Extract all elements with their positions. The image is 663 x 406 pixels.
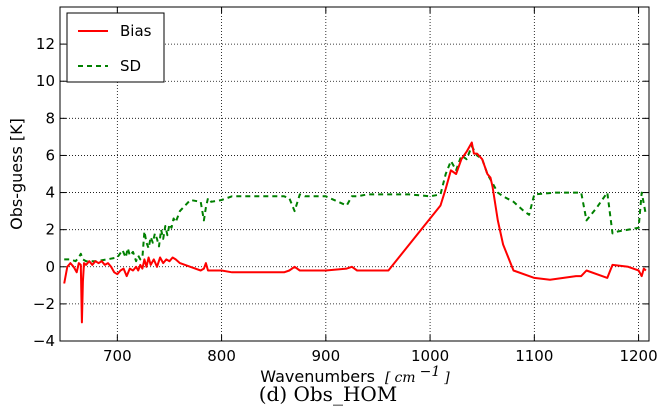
y-tick-label: −2	[33, 295, 55, 313]
x-tick-label: 700	[103, 347, 132, 365]
y-tick-label: 8	[45, 109, 55, 127]
y-tick-label: −4	[33, 332, 55, 350]
series-line-sd	[64, 145, 647, 263]
series-lines	[63, 141, 647, 324]
series-line-bias	[63, 141, 647, 324]
y-tick-label: 0	[45, 258, 55, 276]
legend-label-sd: SD	[120, 57, 141, 75]
y-tick-label: 10	[36, 72, 55, 90]
x-tick-label: 1200	[619, 347, 657, 365]
y-axis-label: Obs-guess [K]	[7, 118, 26, 230]
figure-caption: (d) Obs_HOM	[259, 382, 398, 406]
legend-box	[66, 12, 165, 83]
x-axis-label: Wavenumbers [ cm −1 ]	[260, 363, 450, 386]
x-axis-unit: cm	[394, 370, 415, 386]
x-tick-label: 1100	[515, 347, 553, 365]
x-tick-label: 800	[207, 347, 236, 365]
plot-frame	[59, 6, 650, 342]
y-tick-label: 6	[45, 146, 55, 164]
y-tick-label: 12	[36, 35, 55, 53]
y-tick-label: 2	[45, 221, 55, 239]
x-axis-unit-open: [	[385, 370, 391, 386]
legend: Bias SD	[66, 12, 165, 83]
y-tick-label: 4	[45, 184, 55, 202]
axis-ticks: 700 800 900 1000 1100 1200 −4 −2 0 2 4 6 8 10 12	[33, 7, 658, 365]
x-axis-label-text: Wavenumbers	[260, 367, 375, 386]
x-tick-label: 1000	[411, 347, 449, 365]
legend-label-bias: Bias	[120, 22, 152, 40]
x-axis-unit-exponent: −1	[420, 364, 441, 380]
x-axis-unit-close: ]	[443, 370, 450, 386]
x-tick-label: 900	[312, 347, 341, 365]
